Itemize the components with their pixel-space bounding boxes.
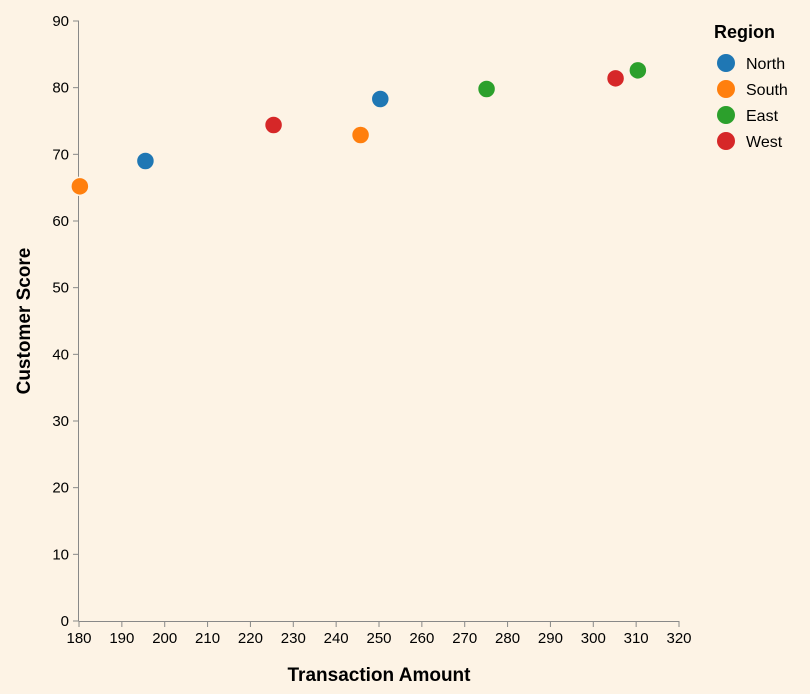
- data-point-east: [476, 79, 497, 99]
- y-tick-label: 50: [52, 280, 69, 297]
- legend-swatch-west: [717, 132, 735, 150]
- x-tick-label: 240: [324, 630, 349, 647]
- data-point-north: [370, 89, 391, 109]
- legend-label-north: North: [746, 56, 785, 73]
- y-tick-label: 40: [52, 346, 69, 363]
- x-tick-label: 190: [109, 630, 134, 647]
- y-tick-label: 20: [52, 480, 69, 497]
- legend-label-west: West: [746, 134, 783, 151]
- data-point-south: [350, 125, 371, 145]
- y-tick-label: 90: [52, 13, 69, 30]
- data-point-east: [628, 60, 648, 81]
- y-tick-label: 80: [52, 80, 69, 97]
- data-point-south: [70, 176, 90, 197]
- legend-swatch-south: [717, 80, 735, 98]
- y-tick-label: 70: [52, 146, 69, 163]
- x-tick-label: 230: [281, 630, 306, 647]
- x-tick-label: 260: [409, 630, 434, 647]
- x-tick-label: 300: [581, 630, 606, 647]
- axes: 180 190 200 210 220 230 240 250 260 270 280 290 300 3…: [52, 13, 691, 647]
- x-tick-label: 210: [195, 630, 220, 647]
- y-axis-title: Customer Score: [14, 248, 35, 395]
- y-tick-label: 30: [52, 413, 69, 430]
- x-tick-label: 320: [666, 630, 691, 647]
- data-point-north: [135, 151, 156, 171]
- legend-swatch-north: [717, 54, 735, 72]
- data-point-west: [605, 68, 626, 89]
- x-tick-label: 280: [495, 630, 520, 647]
- x-tick-label: 270: [452, 630, 477, 647]
- y-tick-label: 10: [52, 546, 69, 563]
- legend-title: Region: [714, 22, 775, 42]
- x-tick-label: 290: [538, 630, 563, 647]
- x-tick-label: 180: [66, 630, 91, 647]
- x-axis-title: Transaction Amount: [288, 665, 472, 686]
- y-tick-label: 0: [61, 613, 69, 630]
- x-tick-label: 220: [238, 630, 263, 647]
- legend-label-east: East: [746, 108, 779, 125]
- data-point-west: [263, 115, 284, 135]
- y-tick-label: 60: [52, 213, 69, 230]
- x-tick-label: 310: [624, 630, 649, 647]
- data-points: [70, 60, 648, 197]
- x-tick-label: 250: [366, 630, 391, 647]
- x-tick-label: 200: [152, 630, 177, 647]
- legend-swatch-east: [717, 106, 735, 124]
- legend-label-south: South: [746, 82, 788, 99]
- legend: Region North South East West: [714, 22, 788, 151]
